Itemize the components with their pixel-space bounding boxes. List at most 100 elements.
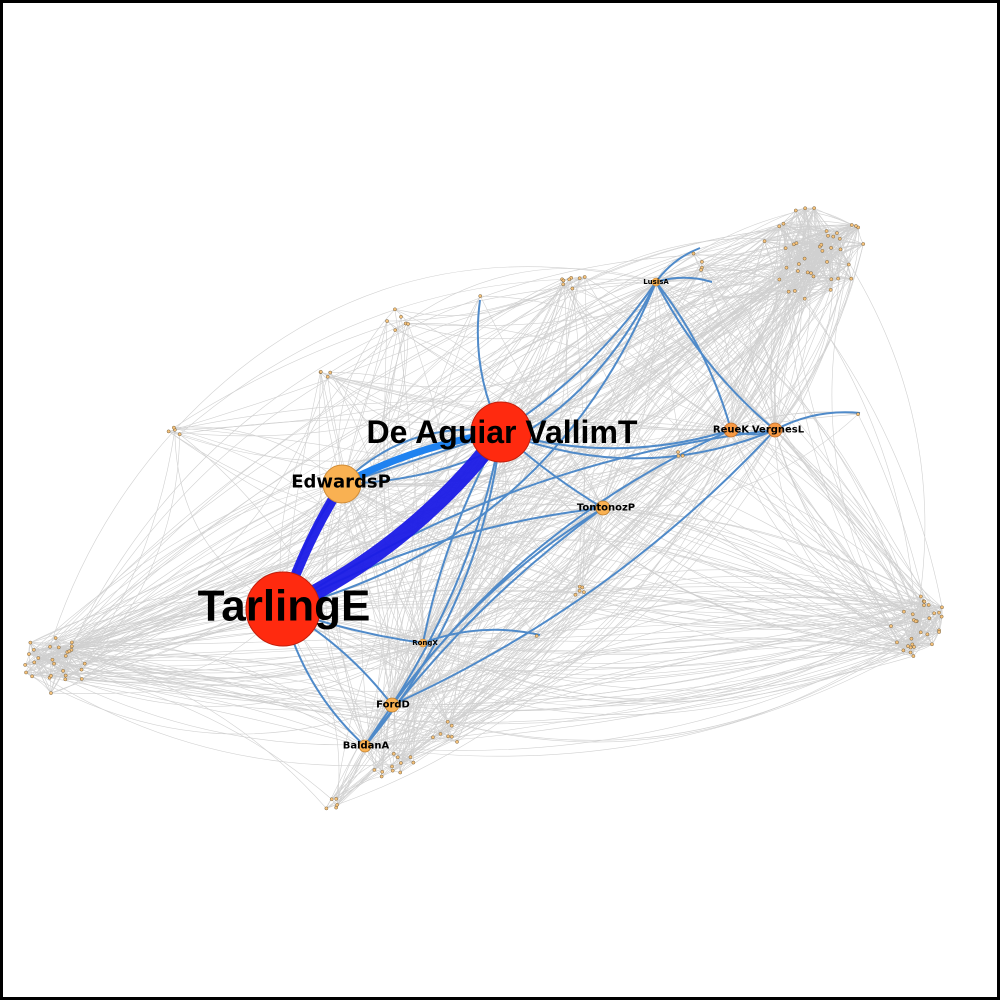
small-node[interactable] — [809, 271, 813, 275]
small-node[interactable] — [63, 677, 68, 682]
small-node[interactable] — [570, 286, 575, 291]
small-node[interactable] — [906, 644, 910, 648]
small-node[interactable] — [846, 262, 851, 267]
small-node[interactable] — [793, 208, 798, 213]
small-node[interactable] — [328, 370, 332, 375]
small-node[interactable] — [52, 661, 56, 666]
small-node[interactable] — [922, 603, 926, 607]
small-node[interactable] — [577, 589, 582, 593]
small-node[interactable] — [431, 735, 435, 740]
small-node[interactable] — [829, 277, 834, 282]
small-node[interactable] — [784, 265, 789, 270]
small-node[interactable] — [27, 652, 31, 656]
small-node[interactable] — [166, 429, 171, 434]
small-node[interactable] — [803, 206, 807, 211]
small-node[interactable] — [380, 770, 385, 774]
small-node[interactable] — [70, 644, 74, 649]
small-node[interactable] — [28, 640, 33, 645]
small-node[interactable] — [391, 751, 396, 756]
small-node[interactable] — [902, 609, 906, 614]
small-node[interactable] — [932, 611, 937, 616]
small-node[interactable] — [676, 454, 681, 458]
small-node[interactable] — [438, 732, 443, 736]
small-node[interactable] — [582, 590, 586, 594]
small-node[interactable] — [478, 294, 483, 298]
small-node[interactable] — [911, 654, 916, 658]
small-node[interactable] — [805, 270, 810, 275]
small-node[interactable] — [449, 723, 454, 728]
small-node[interactable] — [812, 206, 816, 210]
node-reue[interactable] — [723, 422, 739, 438]
small-node[interactable] — [49, 673, 53, 678]
small-node[interactable] — [937, 610, 941, 615]
small-node[interactable] — [177, 432, 182, 437]
small-node[interactable] — [828, 288, 833, 292]
node-tontonoz[interactable] — [595, 500, 611, 516]
small-node[interactable] — [680, 453, 685, 458]
small-node[interactable] — [82, 661, 87, 666]
node-deaguiar[interactable] — [470, 401, 532, 463]
small-node[interactable] — [449, 734, 454, 739]
small-node[interactable] — [910, 612, 915, 617]
small-node[interactable] — [930, 642, 934, 647]
small-node[interactable] — [820, 249, 825, 253]
small-node[interactable] — [856, 412, 860, 416]
small-node[interactable] — [61, 669, 65, 673]
small-node[interactable] — [70, 640, 74, 645]
small-node[interactable] — [31, 648, 36, 652]
small-node[interactable] — [849, 223, 854, 227]
small-node[interactable] — [79, 677, 84, 681]
small-node[interactable] — [172, 425, 176, 430]
small-node[interactable] — [49, 691, 53, 695]
small-node[interactable] — [691, 251, 696, 256]
small-node[interactable] — [699, 268, 703, 272]
small-node[interactable] — [455, 740, 459, 744]
small-node[interactable] — [922, 599, 927, 604]
small-node[interactable] — [836, 276, 840, 281]
small-node[interactable] — [802, 296, 807, 301]
node-vergnes[interactable] — [767, 422, 783, 438]
small-node[interactable] — [927, 616, 932, 620]
small-node[interactable] — [50, 657, 55, 662]
small-node[interactable] — [926, 603, 931, 607]
small-node[interactable] — [393, 307, 397, 312]
small-node[interactable] — [783, 246, 788, 250]
small-node[interactable] — [393, 328, 398, 332]
small-node[interactable] — [811, 274, 816, 279]
small-node[interactable] — [825, 260, 829, 264]
small-node[interactable] — [826, 233, 830, 238]
small-node[interactable] — [390, 764, 394, 769]
small-node[interactable] — [777, 277, 782, 282]
small-node[interactable] — [567, 277, 572, 282]
small-node[interactable] — [762, 239, 767, 243]
small-node[interactable] — [561, 278, 566, 283]
small-node[interactable] — [838, 247, 843, 252]
small-node[interactable] — [802, 256, 807, 261]
node-edwards[interactable] — [322, 464, 362, 504]
small-node[interactable] — [395, 755, 400, 760]
small-node[interactable] — [913, 619, 918, 624]
small-node[interactable] — [901, 648, 906, 653]
small-node[interactable] — [79, 667, 84, 672]
small-node[interactable] — [781, 221, 786, 226]
small-node[interactable] — [831, 234, 836, 239]
small-node[interactable] — [939, 614, 944, 619]
small-node[interactable] — [849, 276, 854, 281]
small-node[interactable] — [329, 797, 334, 802]
small-node[interactable] — [912, 645, 916, 649]
small-node[interactable] — [577, 276, 582, 281]
small-node[interactable] — [63, 673, 68, 678]
small-node[interactable] — [676, 450, 680, 454]
small-node[interactable] — [819, 242, 824, 247]
small-node[interactable] — [824, 229, 829, 233]
small-node[interactable] — [534, 634, 539, 638]
node-baldan[interactable] — [358, 739, 372, 753]
small-node[interactable] — [385, 319, 389, 323]
small-node[interactable] — [324, 806, 329, 811]
small-node[interactable] — [399, 315, 403, 319]
small-node[interactable] — [379, 774, 384, 779]
small-node[interactable] — [573, 593, 578, 597]
small-node[interactable] — [325, 374, 330, 379]
small-node[interactable] — [408, 755, 413, 759]
node-rong[interactable] — [418, 638, 428, 648]
